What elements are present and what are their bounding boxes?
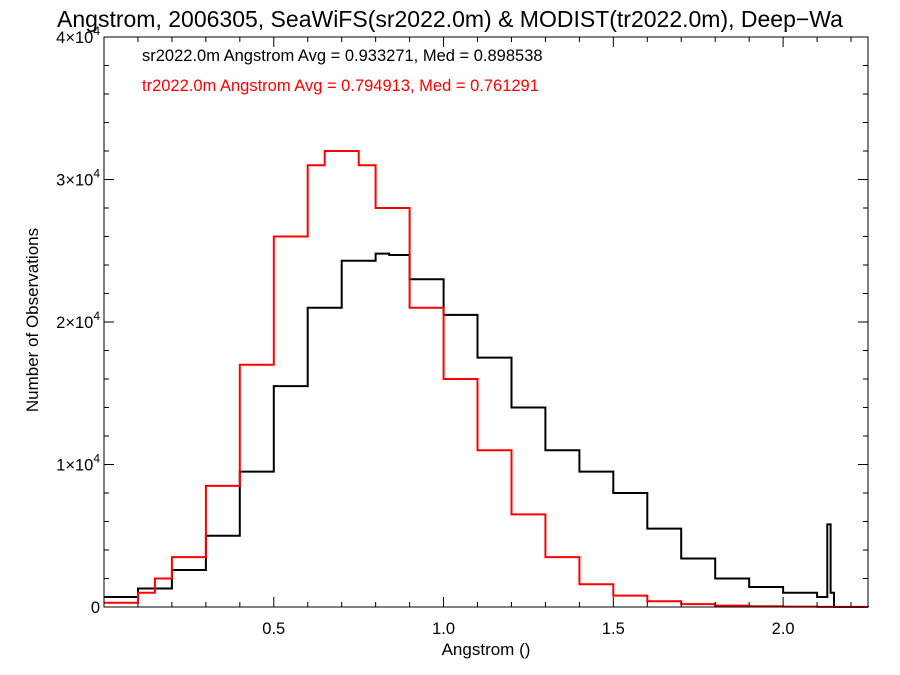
y-tick-label: 4×104 — [56, 24, 100, 47]
x-axis-label: Angstrom () — [442, 640, 531, 659]
y-tick-label: 0 — [91, 599, 100, 617]
annotation-tr: tr2022.0m Angstrom Avg = 0.794913, Med =… — [142, 77, 539, 95]
y-axis-label: Number of Observations — [23, 228, 42, 412]
y-tick-label: 1×104 — [56, 452, 100, 475]
x-tick-label: 2.0 — [772, 620, 795, 638]
y-tick-label: 3×104 — [56, 167, 100, 190]
x-tick-label: 1.5 — [602, 620, 625, 638]
axes-layer: 0.5 1.0 1.5 2.0 0 1×104 2×104 3×104 4×104 — [56, 24, 868, 638]
y-tick-label: 2×104 — [56, 309, 100, 332]
annotation-sr: sr2022.0m Angstrom Avg = 0.933271, Med =… — [142, 47, 543, 65]
x-tick-label: 0.5 — [262, 620, 285, 638]
x-tick-label: 1.0 — [432, 620, 455, 638]
series-line-sr2022.0m — [104, 252, 868, 608]
chart-title: Angstrom, 2006305, SeaWiFS(sr2022.0m) & … — [57, 6, 843, 32]
